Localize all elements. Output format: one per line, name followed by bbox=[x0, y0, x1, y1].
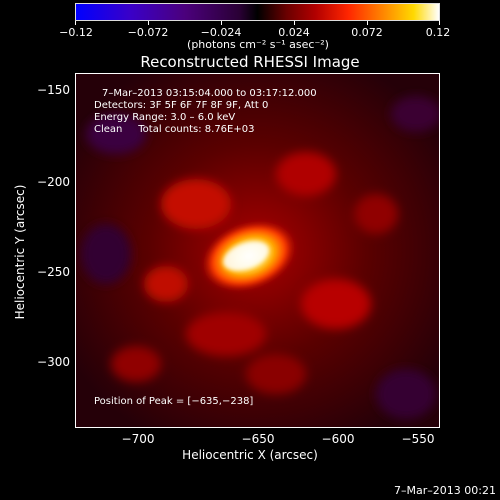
y-tick-label: −150 bbox=[37, 83, 70, 97]
x-tick-label: −600 bbox=[321, 432, 355, 446]
plot-title: Reconstructed RHESSI Image bbox=[140, 53, 360, 71]
annotation-time-range: 7–Mar–2013 03:15:04.000 to 03:17:12.000 bbox=[102, 88, 317, 99]
x-tick-label: −700 bbox=[121, 432, 155, 446]
annotation-detectors: Detectors: 3F 5F 6F 7F 8F 9F, Att 0 bbox=[94, 100, 269, 111]
annotation-clean: Clean Total counts: 8.76E+03 bbox=[94, 124, 255, 135]
colorbar-tickmark bbox=[75, 21, 76, 25]
image-plot: 7–Mar–2013 03:15:04.000 to 03:17:12.000 … bbox=[75, 73, 440, 428]
colorbar-units-label: (photons cm⁻² s⁻¹ asec⁻²) bbox=[187, 38, 329, 51]
colorbar-tick-label: −0.024 bbox=[200, 26, 242, 39]
colorbar-tickmark bbox=[367, 21, 368, 25]
y-tick-label: −250 bbox=[37, 265, 70, 279]
colorbar-tick-label: 0.072 bbox=[351, 26, 383, 39]
y-tick-label: −200 bbox=[37, 175, 70, 189]
x-tick-label: −650 bbox=[241, 432, 275, 446]
colorbar-tick-label: 0.12 bbox=[425, 26, 451, 39]
colorbar-tick-label: 0.024 bbox=[278, 26, 310, 39]
flare-source bbox=[200, 219, 298, 293]
colorbar-tickmark bbox=[221, 21, 222, 25]
colorbar-tick-label: −0.072 bbox=[127, 26, 169, 39]
solar-image bbox=[76, 74, 439, 427]
colorbar-tickmark bbox=[148, 21, 149, 25]
colorbar-tick-label: −0.12 bbox=[59, 26, 93, 39]
y-tick-label: −300 bbox=[37, 355, 70, 369]
colorbar-tickmark bbox=[439, 21, 440, 25]
x-axis-label: Heliocentric X (arcsec) bbox=[182, 448, 318, 462]
annotation-energy-range: Energy Range: 3.0 – 6.0 keV bbox=[94, 112, 236, 123]
colorbar bbox=[75, 3, 440, 21]
noise-blobs bbox=[81, 96, 439, 419]
x-tick-label: −550 bbox=[401, 432, 435, 446]
render-timestamp: 7–Mar–2013 00:21 bbox=[394, 484, 496, 497]
annotation-peak-position: Position of Peak = [−635,−238] bbox=[94, 396, 254, 407]
colorbar-tickmark bbox=[294, 21, 295, 25]
y-axis-label: Heliocentric Y (arcsec) bbox=[13, 184, 27, 320]
